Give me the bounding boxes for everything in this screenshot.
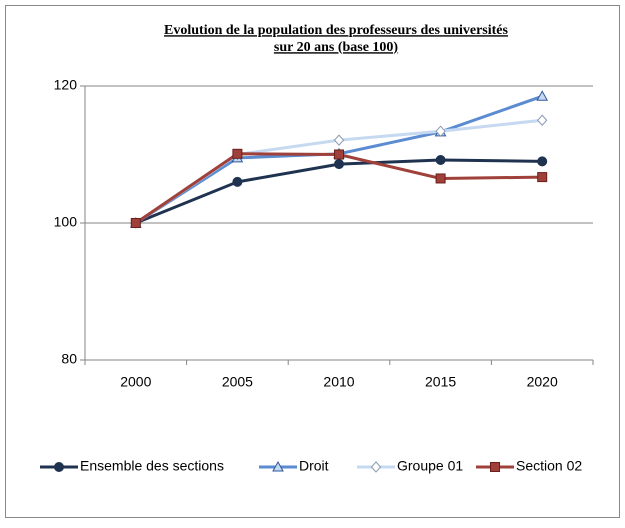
chart-title: sur 20 ans (base 100) (274, 40, 399, 55)
y-tick-label: 80 (61, 351, 77, 367)
marker (130, 218, 141, 228)
legend-label: Ensemble des sections (80, 458, 224, 474)
marker (272, 460, 284, 472)
y-tick-label: 100 (54, 214, 78, 230)
x-tick-label: 2010 (323, 374, 354, 390)
x-tick-label: 2000 (120, 374, 151, 390)
marker (370, 461, 382, 473)
marker (537, 156, 548, 167)
marker (536, 90, 549, 101)
marker (537, 172, 548, 183)
y-tick-label: 120 (54, 77, 78, 93)
marker (334, 149, 344, 160)
legend-label: Groupe 01 (397, 458, 463, 474)
marker (490, 462, 500, 472)
x-tick-label: 2020 (527, 374, 558, 390)
legend-label: Droit (299, 458, 329, 474)
marker (537, 114, 548, 126)
marker (232, 176, 243, 187)
chart-border (5, 5, 620, 518)
marker (435, 125, 446, 137)
marker (54, 462, 64, 472)
legend-label: Section 02 (516, 458, 582, 474)
chart-title: Evolution de la population des professeu… (164, 23, 509, 38)
x-tick-label: 2015 (425, 374, 456, 390)
marker (232, 148, 243, 159)
marker (333, 134, 345, 146)
x-tick-label: 2005 (222, 374, 253, 390)
marker (435, 173, 446, 184)
marker (435, 154, 446, 165)
marker (334, 159, 344, 170)
